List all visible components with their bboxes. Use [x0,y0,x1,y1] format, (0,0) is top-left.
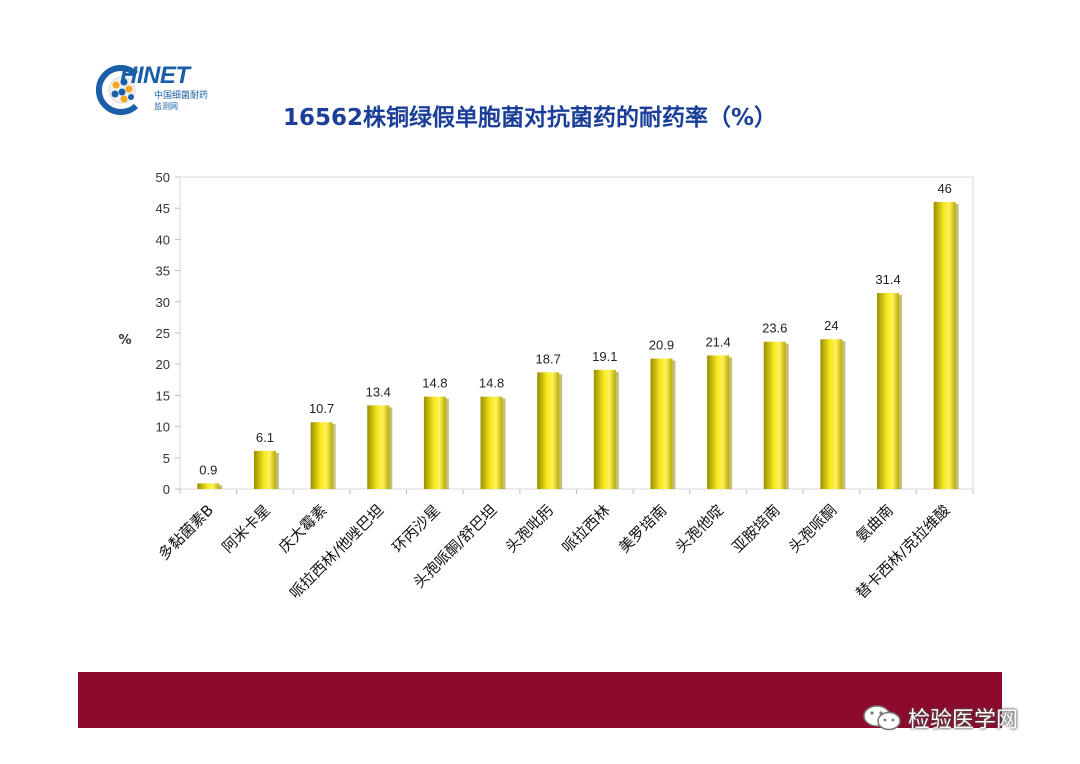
bar-chart: 0 5 10 15 20 25 30 35 40 45 50 0.9 6.1 10.7 13.4 14.8 1… [118,170,974,602]
plot-frame [179,176,974,490]
y-tick-label: 30 [156,295,170,310]
bar [707,355,730,489]
chinet-logo [96,65,139,115]
value-label: 19.1 [592,349,617,364]
y-axis: 0 5 10 15 20 25 30 35 40 45 50 [156,170,180,497]
bar [763,341,786,489]
y-tick-label: 0 [163,482,170,497]
logo-wordmark: HINET [120,62,190,89]
y-tick-label: 20 [156,357,170,372]
y-tick-label: 35 [156,264,170,279]
category-label: 哌拉西林/他唑巴坦 [286,501,387,602]
bar [253,450,276,489]
bar [480,396,503,489]
logo-subtitle-2: 监测网 [154,102,178,111]
bar [593,369,616,489]
bar [197,483,220,489]
bars [179,201,974,494]
category-label: 多黏菌素B [155,501,217,563]
logo-subtitle: 中国细菌耐药 [154,91,209,101]
value-label: 21.4 [705,334,730,349]
bar [423,396,446,489]
bar [367,405,390,489]
y-tick-label: 50 [156,170,170,185]
category-label: 头孢吡肟 [502,501,557,556]
y-tick-label: 10 [156,420,170,435]
category-label: 美罗培南 [615,501,670,556]
category-label: 头孢哌酮 [785,501,840,556]
value-label: 0.9 [199,462,217,477]
chart-title: 16562株铜绿假单胞菌对抗菌药的耐药率（%） [282,105,778,131]
value-label: 24 [824,318,838,333]
value-label: 46 [937,181,951,196]
watermark-text: 检验医学网 [908,708,1019,733]
y-tick-label: 45 [156,201,170,216]
category-label: 哌拉西林 [558,501,613,556]
value-label: 31.4 [875,272,900,287]
bar [310,422,333,489]
y-tick-label: 40 [156,232,170,247]
category-label: 头孢他啶 [672,501,727,556]
bar [820,339,843,489]
wechat-icon [863,705,901,731]
value-label: 23.6 [762,321,787,336]
category-label: 庆大霉素 [275,501,330,556]
y-axis-label: % [118,333,131,348]
y-tick-label: 5 [163,451,170,466]
value-label: 18.7 [536,351,561,366]
category-label: 氨曲南 [852,501,897,546]
bar [537,372,560,489]
bar [933,201,956,489]
category-label: 阿米卡星 [219,501,274,556]
y-tick-label: 15 [156,388,170,403]
value-label: 14.8 [422,376,447,391]
category-label: 替卡西林/克拉维酸 [852,501,953,602]
value-label: 14.8 [479,376,504,391]
category-label: 环丙沙星 [389,501,444,556]
y-tick-label: 25 [156,326,170,341]
value-label: 13.4 [366,384,391,399]
value-labels: 0.9 6.1 10.7 13.4 14.8 14.8 18.7 19.1 20.9 21.4 23… [199,181,952,477]
value-label: 6.1 [256,430,274,445]
watermark: 检验医学网 [862,702,1018,734]
value-label: 20.9 [649,338,674,353]
category-label: 亚胺培南 [728,501,783,556]
bar [650,358,673,489]
footer-bar [78,672,1002,728]
bar [877,293,900,489]
value-label: 10.7 [309,401,334,416]
